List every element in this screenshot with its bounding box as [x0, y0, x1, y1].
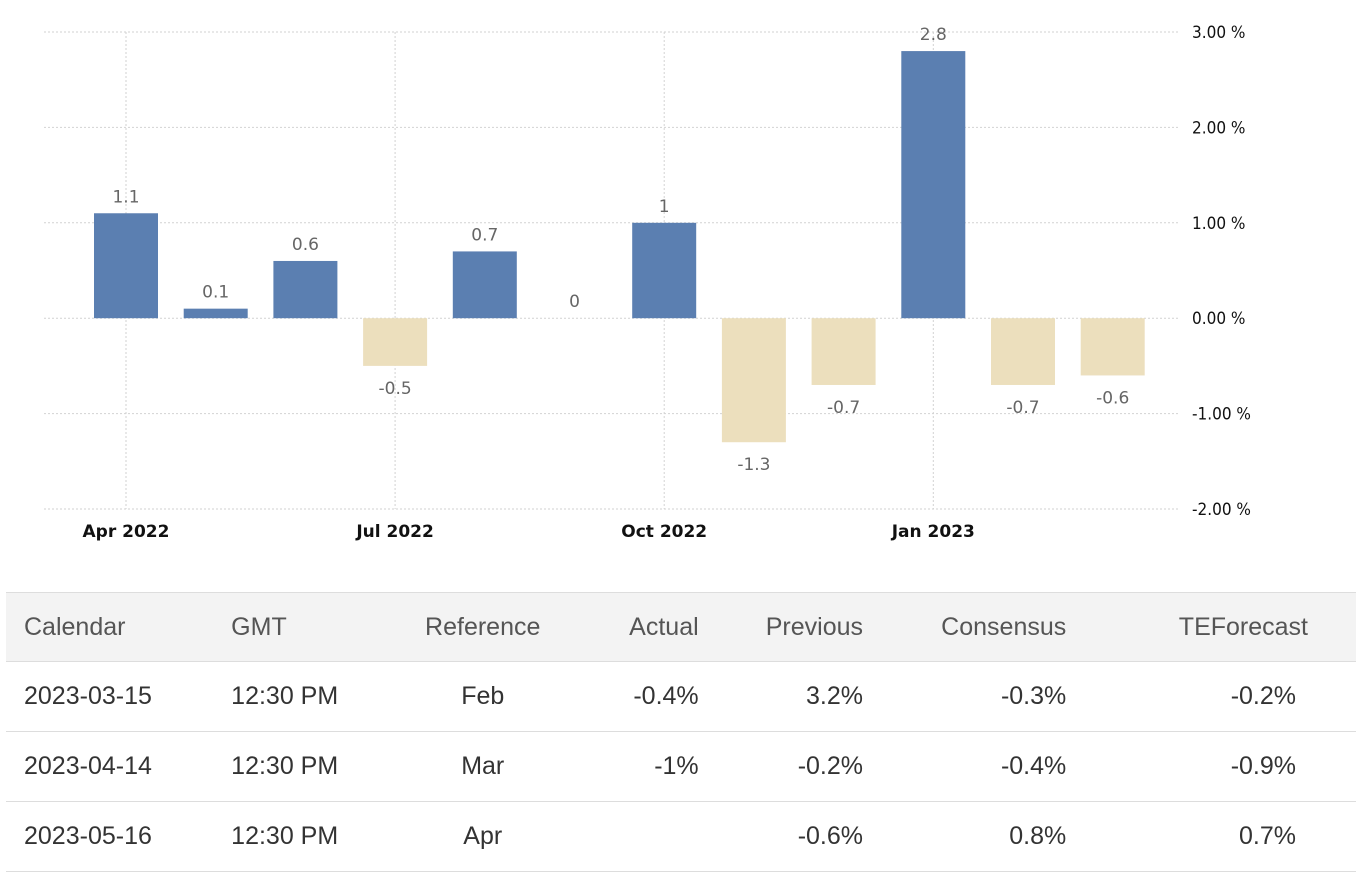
cell-reference: Apr — [382, 801, 584, 872]
y-tick-label: -1.00 % — [1192, 405, 1251, 425]
cell-consensus: 0.8% — [875, 801, 1079, 872]
cell-teforecast: -0.2% — [1078, 661, 1356, 732]
bar — [991, 318, 1055, 385]
bar — [721, 318, 786, 443]
cell-gmt: 12:30 PM — [231, 731, 383, 802]
bar-value-label: 0.6 — [292, 235, 319, 255]
table-row: 2023-03-15 12:30 PM Feb -0.4% 3.2% -0.3%… — [6, 661, 1356, 732]
bar-value-label: 1.1 — [112, 187, 139, 207]
cell-calendar: 2023-04-14 — [6, 731, 232, 802]
cell-teforecast: 0.7% — [1078, 801, 1356, 872]
x-tick-label: Jul 2022 — [355, 522, 434, 542]
cell-actual: -0.4% — [583, 661, 711, 732]
header-teforecast: TEForecast — [1078, 592, 1356, 662]
cell-previous: -0.6% — [710, 801, 876, 872]
bar-chart: 1.1 0.1 0.6 -0.5 0.7 0 1 -1.3 -0.7 2.8 -0.7 -0.6 3.… — [44, 23, 1251, 542]
bar-value-label: 0 — [569, 292, 580, 312]
chart-area: 1.1 0.1 0.6 -0.5 0.7 0 1 -1.3 -0.7 2.8 -0.7 -0.6 3.… — [44, 23, 1251, 542]
cell-actual — [583, 801, 711, 872]
cell-calendar: 2023-03-15 — [6, 661, 232, 732]
bar-value-label: 0.7 — [471, 225, 498, 245]
cell-teforecast: -0.9% — [1078, 731, 1356, 802]
bar — [273, 260, 338, 319]
bar — [94, 213, 158, 319]
y-tick-label: 0.00 % — [1192, 309, 1245, 329]
bar-value-label: 1 — [659, 197, 670, 217]
header-consensus: Consensus — [875, 592, 1079, 662]
bar-layer — [94, 51, 1145, 443]
bar — [183, 308, 248, 319]
bar — [632, 222, 697, 319]
cell-reference: Feb — [382, 661, 584, 732]
bar-value-label: 0.1 — [202, 283, 229, 303]
y-tick-label: -2.00 % — [1192, 500, 1251, 520]
cell-consensus: -0.3% — [875, 661, 1079, 732]
cell-gmt: 12:30 PM — [231, 661, 383, 732]
cell-calendar: 2023-05-16 — [6, 801, 232, 872]
bar-value-label: 2.8 — [920, 25, 947, 45]
y-tick-label: 1.00 % — [1192, 214, 1245, 234]
grid-layer — [44, 31, 1180, 510]
bar-label-layer: 1.1 0.1 0.6 -0.5 0.7 0 1 -1.3 -0.7 2.8 -0.7 -0.6 — [112, 25, 1129, 475]
header-gmt: GMT — [231, 592, 383, 662]
header-previous: Previous — [710, 592, 876, 662]
x-tick-label: Apr 2022 — [83, 522, 170, 542]
bar-value-label: -1.3 — [737, 455, 770, 475]
cell-previous: -0.2% — [710, 731, 876, 802]
bar-value-label: -0.5 — [379, 379, 412, 399]
table-row: 2023-04-14 12:30 PM Mar -1% -0.2% -0.4% … — [6, 731, 1356, 802]
bar — [1080, 318, 1145, 376]
cell-gmt: 12:30 PM — [231, 801, 383, 872]
header-actual: Actual — [583, 592, 711, 662]
cell-reference: Mar — [382, 731, 584, 802]
table-row: 2023-05-16 12:30 PM Apr -0.6% 0.8% 0.7% — [6, 801, 1356, 872]
calendar-table: Calendar GMT Reference Actual Previous C… — [6, 592, 1356, 872]
y-tick-label: 3.00 % — [1192, 23, 1245, 43]
bar-value-label: -0.6 — [1096, 388, 1129, 408]
bar — [811, 318, 876, 385]
y-tick-label: 2.00 % — [1192, 118, 1245, 138]
bar-value-label: -0.7 — [1006, 398, 1039, 418]
bar-value-label: -0.7 — [827, 398, 860, 418]
y-axis: 3.00 % 2.00 % 1.00 % 0.00 % -1.00 % -2.00 % — [1192, 23, 1251, 520]
table-header-row: Calendar GMT Reference Actual Previous C… — [6, 592, 1356, 662]
cell-actual: -1% — [583, 731, 711, 802]
cell-consensus: -0.4% — [875, 731, 1079, 802]
x-tick-label: Oct 2022 — [621, 522, 707, 542]
header-calendar: Calendar — [6, 592, 232, 662]
header-reference: Reference — [382, 592, 584, 662]
bar — [452, 251, 517, 319]
x-tick-label: Jan 2023 — [891, 522, 975, 542]
x-axis: Apr 2022 Jul 2022 Oct 2022 Jan 2023 — [83, 522, 975, 542]
cell-previous: 3.2% — [710, 661, 876, 732]
bar — [363, 318, 428, 366]
bar — [901, 51, 966, 319]
